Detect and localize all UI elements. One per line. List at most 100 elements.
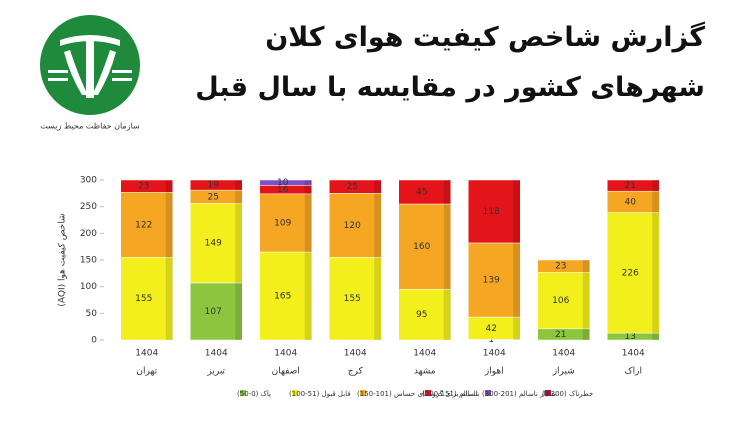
bar-side bbox=[652, 333, 660, 340]
bar-segment bbox=[468, 242, 521, 318]
x-year-label: 1404 bbox=[205, 349, 228, 359]
legend-swatch bbox=[292, 390, 298, 396]
value-label: 25 bbox=[208, 192, 219, 202]
bar-side bbox=[443, 289, 451, 340]
bar-segment bbox=[607, 212, 660, 334]
bar-segment bbox=[259, 193, 312, 253]
x-tick-label: کرج bbox=[348, 367, 364, 377]
bar-segment bbox=[190, 282, 243, 341]
x-year-label: 1404 bbox=[135, 349, 158, 359]
bar-side bbox=[443, 180, 451, 204]
y-tick-label: 0 bbox=[91, 336, 97, 346]
bar-segment bbox=[468, 179, 521, 244]
x-tick-label: اصفهان bbox=[272, 367, 300, 377]
bar-side bbox=[165, 257, 173, 340]
value-label: 23 bbox=[138, 182, 149, 192]
legend-swatch bbox=[425, 390, 431, 396]
value-label: 122 bbox=[135, 220, 152, 230]
bar-side bbox=[582, 328, 590, 340]
value-label: 10 bbox=[277, 178, 289, 188]
x-year-label: 1404 bbox=[344, 349, 367, 359]
y-axis-label: شاخص کیفیت هوا (AQI) bbox=[58, 213, 68, 306]
bar-segment bbox=[329, 257, 382, 341]
value-label: 21 bbox=[625, 181, 636, 191]
legend-swatch bbox=[485, 390, 491, 396]
bar-side bbox=[165, 180, 173, 193]
y-tick-label: 100 bbox=[80, 282, 97, 292]
bar-segment bbox=[190, 179, 243, 191]
value-label: 109 bbox=[274, 218, 291, 228]
value-label: 106 bbox=[552, 296, 569, 306]
bar-side bbox=[165, 192, 173, 258]
x-year-label: 1404 bbox=[483, 349, 506, 359]
title-line: شهرهای کشور در مقایسه با سال قبل bbox=[195, 72, 705, 103]
bar-segment bbox=[537, 259, 590, 273]
legend-label: بسیار ناسالم (201-300) bbox=[482, 390, 556, 398]
value-label: 155 bbox=[344, 294, 361, 304]
value-label: 95 bbox=[416, 310, 427, 320]
value-label: 118 bbox=[483, 207, 500, 217]
bar-segment bbox=[398, 179, 451, 205]
value-label: 120 bbox=[344, 221, 361, 231]
value-label: 149 bbox=[205, 239, 222, 249]
value-label: 25 bbox=[347, 182, 358, 192]
value-label: 226 bbox=[622, 268, 639, 278]
bar-segment bbox=[259, 251, 312, 341]
title-line: گزارش شاخص کیفیت هوای کلان bbox=[265, 22, 705, 53]
logo bbox=[40, 15, 140, 115]
bar-side bbox=[235, 203, 243, 283]
value-label: 19 bbox=[208, 181, 220, 191]
bar-side bbox=[513, 242, 521, 318]
bar-side bbox=[374, 193, 382, 258]
bar-side bbox=[304, 185, 312, 194]
legend-swatch bbox=[240, 390, 246, 396]
x-tick-label: اهواز bbox=[484, 367, 504, 377]
legend-label: قابل قبول (51-100) bbox=[289, 390, 351, 398]
legend-label: ناسالم برای گروه‌های حساس (101-150) bbox=[357, 389, 480, 398]
legend-label: خطرناک (300+) bbox=[542, 390, 593, 398]
legend-swatch bbox=[360, 390, 366, 396]
bar-side bbox=[652, 212, 660, 334]
bar-side bbox=[235, 190, 243, 204]
legend-swatch bbox=[545, 390, 551, 396]
value-label: 165 bbox=[274, 292, 291, 302]
x-tick-label: تبریز bbox=[206, 367, 225, 377]
value-label: 42 bbox=[486, 324, 497, 334]
legend-label: پاک (0-50) bbox=[237, 390, 271, 398]
x-year-label: 1404 bbox=[413, 349, 436, 359]
x-tick-label: اراک bbox=[625, 366, 642, 377]
bar-side bbox=[304, 180, 312, 186]
value-label: 16 bbox=[277, 185, 289, 195]
bar-side bbox=[304, 252, 312, 340]
bar-segment bbox=[329, 179, 382, 194]
bar-segment bbox=[398, 203, 451, 290]
x-year-label: 1404 bbox=[622, 349, 645, 359]
bar-side bbox=[374, 180, 382, 194]
value-label: 40 bbox=[625, 197, 637, 207]
bar-side bbox=[652, 191, 660, 213]
bar-side bbox=[374, 257, 382, 340]
bar-side bbox=[513, 339, 521, 340]
bar-side bbox=[443, 204, 451, 290]
bar-segment bbox=[398, 289, 451, 341]
bar-segment bbox=[120, 179, 173, 193]
value-label: 107 bbox=[205, 307, 222, 317]
value-label: 13 bbox=[625, 332, 636, 342]
value-label: 23 bbox=[555, 262, 566, 272]
bar-segment bbox=[259, 179, 312, 186]
bar-side bbox=[235, 282, 243, 340]
value-label: 45 bbox=[416, 188, 427, 198]
logo-caption: سازمان حفاظت محیط زیست bbox=[40, 122, 140, 131]
y-tick-label: 200 bbox=[80, 229, 97, 239]
x-tick-label: تهران bbox=[136, 367, 157, 377]
y-tick-label: 250 bbox=[80, 202, 97, 212]
bar-segment bbox=[190, 203, 243, 284]
y-tick-label: 50 bbox=[86, 309, 98, 319]
value-label: 139 bbox=[483, 276, 500, 286]
x-tick-label: مشهد bbox=[414, 367, 436, 377]
bar-side bbox=[235, 180, 243, 191]
bar-side bbox=[304, 193, 312, 252]
bar-side bbox=[513, 180, 521, 243]
